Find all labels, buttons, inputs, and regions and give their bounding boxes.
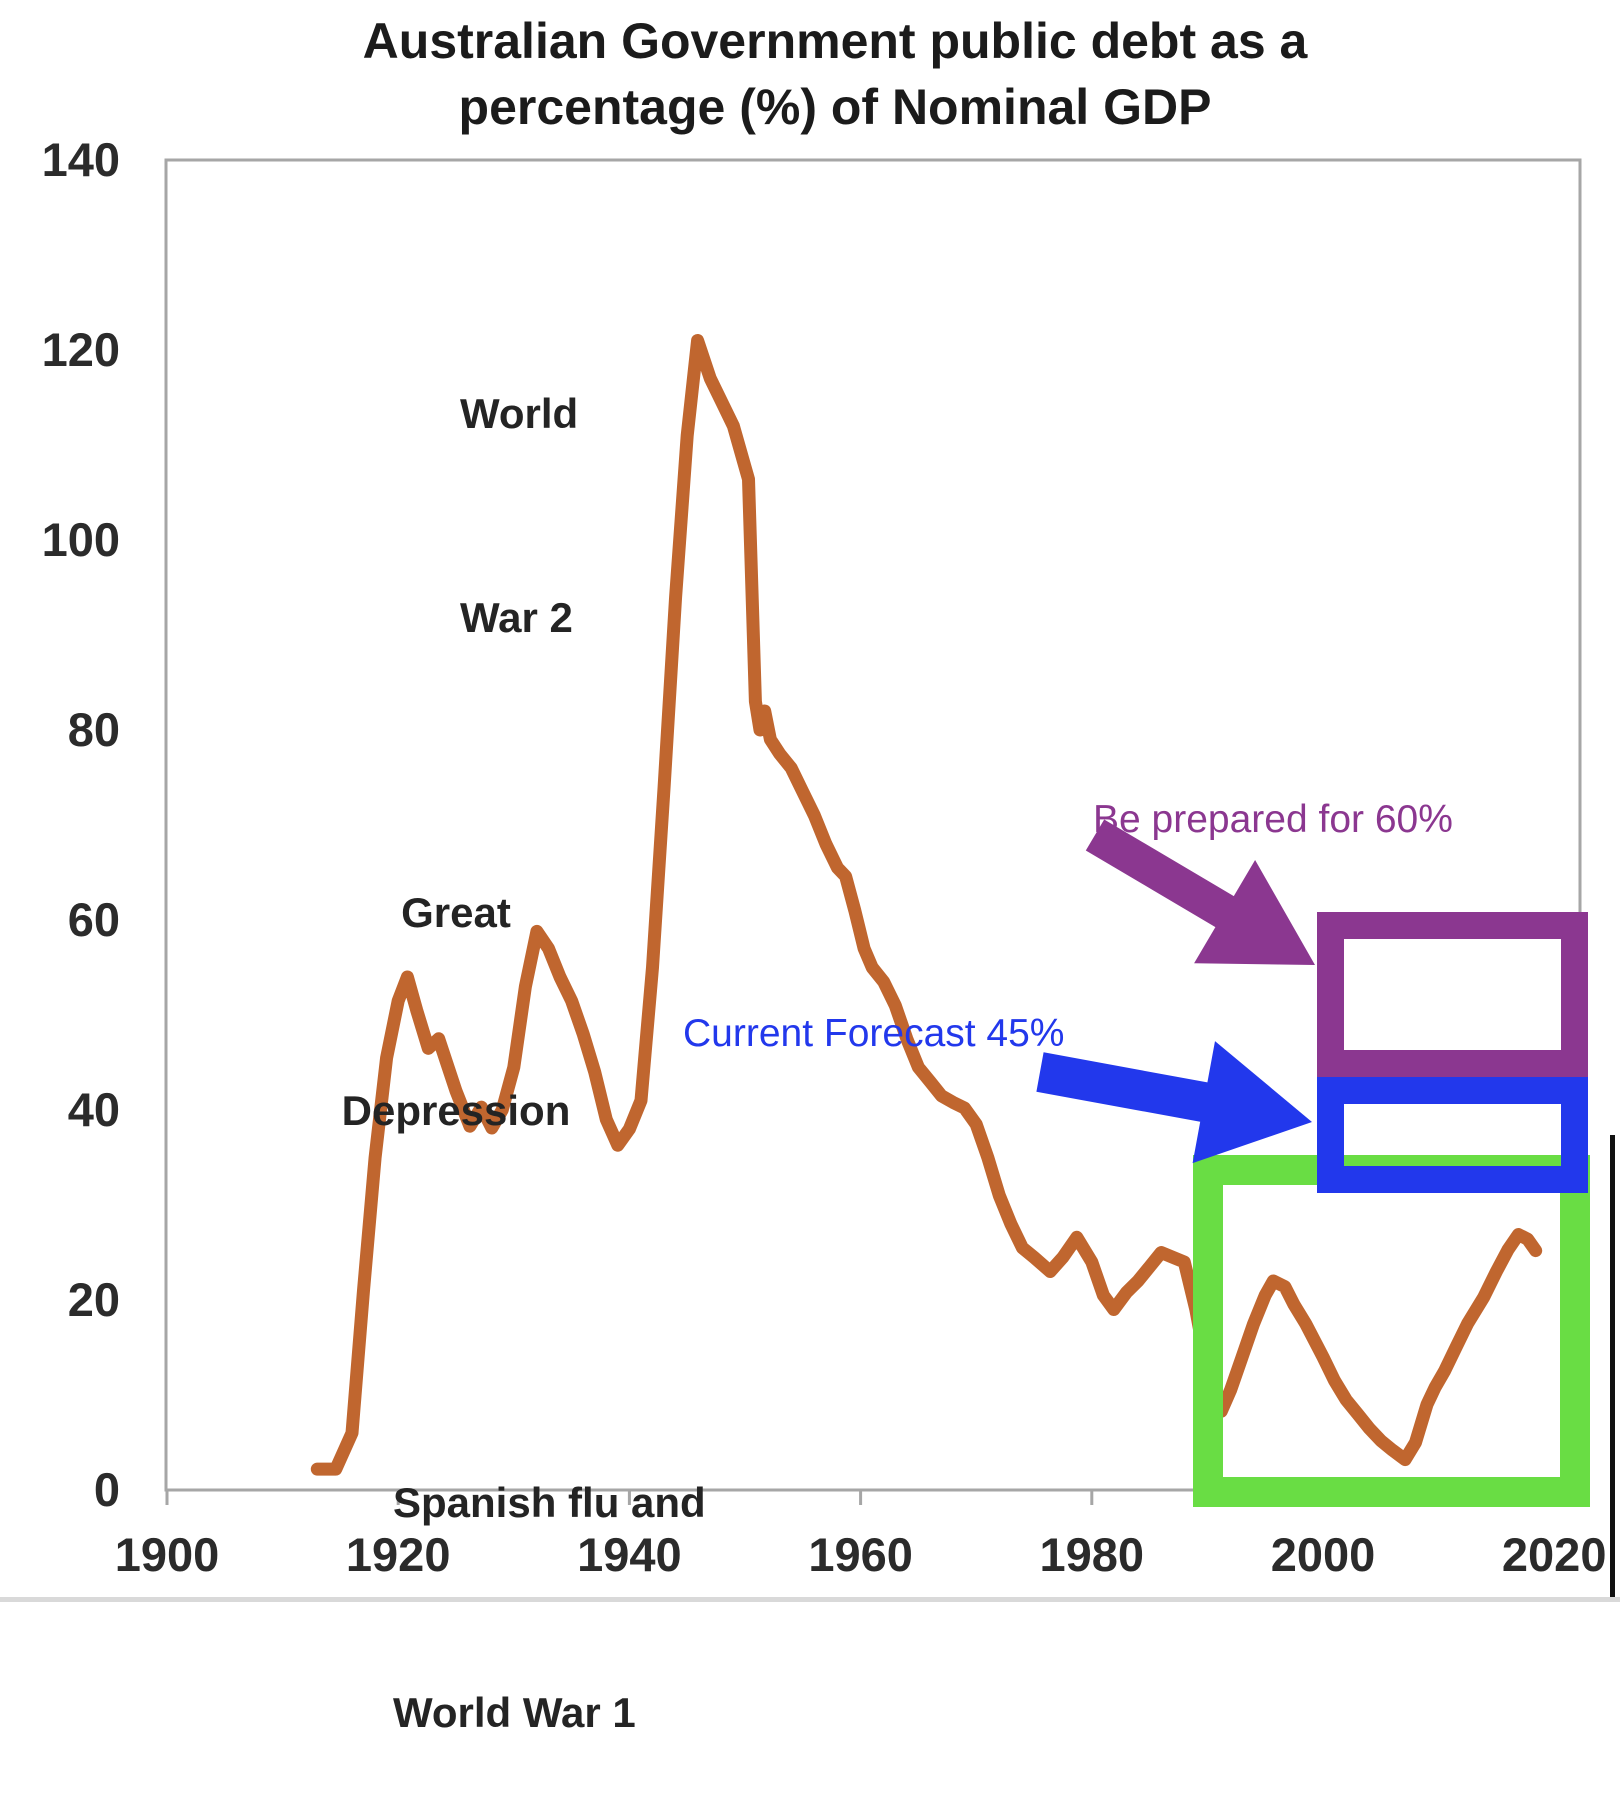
y-axis-tick-label: 0 [93, 1463, 120, 1516]
y-axis-tick-label: 20 [67, 1273, 120, 1326]
great-depression-line2: Depression [341, 1087, 571, 1134]
chart-title: Australian Government public debt as a p… [50, 8, 1620, 140]
x-axis-tick-label: 1960 [808, 1528, 913, 1581]
x-axis-tick-label: 1900 [114, 1528, 220, 1581]
y-axis-tick-label: 120 [41, 323, 120, 376]
y-axis-tick-label: 80 [67, 703, 120, 756]
chart-page: { "title": { "line1": "Australian Govern… [0, 8, 1620, 1736]
plot-border [164, 158, 1582, 1492]
x-axis-tick-label: 1940 [577, 1528, 682, 1581]
great-depression-annotation: Great Depression [296, 748, 616, 1210]
y-axis-tick-label: 140 [41, 133, 120, 186]
ww2-annotation-line2: War 2 [460, 594, 573, 641]
purple-arrow-icon [1085, 819, 1315, 965]
ww2-annotation-line1: World [460, 390, 579, 437]
x-axis-tick-label: 2020 [1501, 1528, 1607, 1581]
spanish-flu-line1: Spanish flu and [393, 1479, 706, 1526]
y-axis-tick-label: 100 [41, 513, 120, 566]
x-axis-tick-label: 1980 [1039, 1528, 1145, 1581]
right-edge-line [1610, 1135, 1615, 1602]
current-forecast-45-label: Current Forecast 45% [683, 1012, 1065, 1055]
spanish-flu-line2: World War 1 [393, 1689, 636, 1736]
be-prepared-60-label: Be prepared for 60% [1093, 798, 1453, 841]
y-axis-tick-label: 40 [67, 1083, 120, 1136]
chart-title-line2: percentage (%) of Nominal GDP [458, 79, 1212, 135]
y-axis-tick-label: 60 [67, 893, 120, 946]
ww2-annotation: World War 2 [460, 244, 578, 720]
bottom-edge-strip [0, 1597, 1620, 1602]
prepared-60-box [1317, 912, 1588, 1077]
forecast-45-box [1317, 1077, 1588, 1193]
x-axis-tick-label: 2000 [1270, 1528, 1376, 1581]
chart-canvas [0, 158, 1620, 1602]
x-axis-tick-label: 1920 [345, 1528, 451, 1581]
blue-arrow-icon [1036, 1041, 1312, 1164]
debt-line [310, 334, 1543, 1476]
great-depression-line1: Great [401, 889, 511, 936]
chart-title-line1: Australian Government public debt as a [362, 13, 1308, 69]
